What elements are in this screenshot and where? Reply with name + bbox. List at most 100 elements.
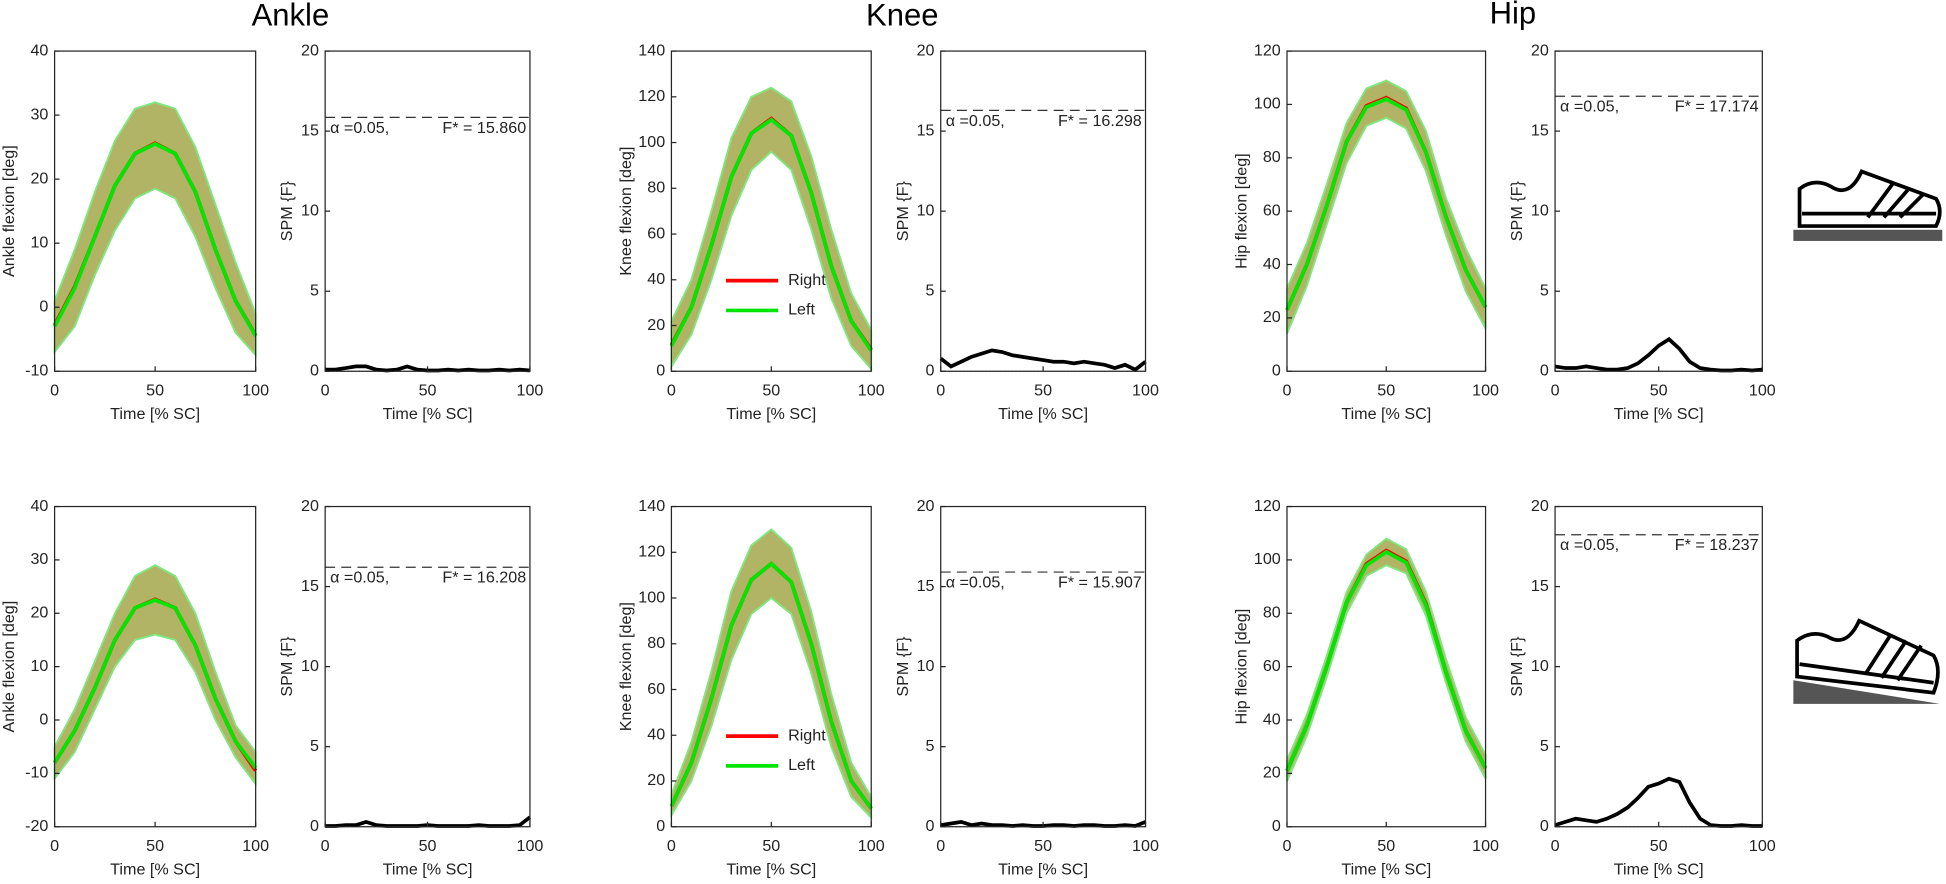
threshold-label: F* = 15.907 [1058, 573, 1142, 591]
y-tick-label: 80 [1263, 604, 1281, 622]
x-tick-label: 50 [762, 837, 780, 855]
y-tick-label: 10 [301, 201, 319, 219]
x-tick-label: 50 [1034, 381, 1052, 399]
y-tick-label: 100 [1254, 95, 1281, 113]
y-tick-label: -10 [25, 764, 48, 782]
y-tick-label: 20 [30, 169, 48, 187]
x-axis-label: Time [% SC] [998, 405, 1088, 423]
y-tick-label: 0 [656, 362, 665, 380]
band [1286, 79, 1487, 335]
threshold-label: F* = 16.208 [442, 569, 526, 587]
legend-label: Right [788, 726, 826, 744]
x-tick-label: 0 [50, 381, 59, 399]
y-tick-label: 60 [1263, 657, 1281, 675]
axes-box [940, 50, 1147, 372]
spm-line [1554, 776, 1763, 828]
threshold-label: F* = 15.860 [442, 119, 526, 137]
y-tick-label: 100 [638, 588, 665, 606]
x-axis-label: Time [% SC] [110, 860, 200, 878]
series-line [669, 117, 873, 352]
y-tick-label: 120 [1254, 41, 1281, 59]
x-tick-label: 50 [1650, 837, 1668, 855]
y-axis-label: Hip flexion [deg] [1233, 609, 1251, 725]
y-tick-label: 40 [647, 726, 665, 744]
y-tick-label: 5 [926, 737, 935, 755]
axes-box [53, 505, 257, 828]
y-axis-label: Knee flexion [deg] [617, 602, 635, 731]
y-tick-label: 0 [39, 297, 48, 315]
y-tick-label: 20 [1531, 497, 1549, 515]
x-tick-label: 100 [516, 381, 543, 399]
x-tick-label: 0 [321, 381, 330, 399]
x-tick-label: 100 [242, 381, 269, 399]
series-line [669, 561, 873, 810]
alpha-label: α =0.05, [330, 119, 389, 137]
column-title: Ankle [252, 0, 330, 33]
x-tick-label: 50 [1034, 837, 1052, 855]
y-tick-label: 5 [926, 281, 935, 299]
series-line [1285, 95, 1488, 311]
column-title: Hip [1490, 0, 1537, 30]
y-tick-label: 40 [30, 41, 48, 59]
x-tick-label: 0 [1283, 381, 1292, 399]
y-tick-label: 10 [1531, 201, 1549, 219]
axes-box [324, 50, 531, 372]
x-tick-label: 100 [1749, 381, 1776, 399]
axes-box [1554, 505, 1763, 828]
x-axis-label: Time [% SC] [1341, 405, 1431, 423]
y-tick-label: 5 [1540, 737, 1549, 755]
y-tick-label: 10 [917, 201, 935, 219]
y-tick-label: 60 [1263, 201, 1281, 219]
y-axis-label: SPM {F} [278, 636, 296, 697]
spm-line [939, 348, 1147, 372]
x-tick-label: 50 [146, 381, 164, 399]
x-axis-label: Time [% SC] [998, 860, 1088, 878]
band [1286, 537, 1487, 782]
y-tick-label: 120 [638, 543, 665, 561]
y-tick-label: 80 [647, 179, 665, 197]
y-tick-label: 5 [1540, 281, 1549, 299]
y-tick-label: 0 [1540, 817, 1549, 835]
y-tick-label: 80 [647, 634, 665, 652]
y-tick-label: 5 [310, 737, 319, 755]
alpha-label: α =0.05, [946, 573, 1005, 591]
threshold-label: F* = 17.174 [1675, 98, 1759, 116]
y-axis-label: SPM {F} [1508, 636, 1526, 697]
series-line [52, 141, 258, 337]
y-tick-label: 0 [656, 817, 665, 835]
x-tick-label: 50 [146, 837, 164, 855]
y-tick-label: 120 [638, 87, 665, 105]
y-tick-label: 80 [1263, 148, 1281, 166]
x-axis-label: Time [% SC] [383, 405, 473, 423]
x-tick-label: 100 [1132, 837, 1159, 855]
x-tick-label: 50 [1377, 381, 1395, 399]
y-axis-label: SPM {F} [1508, 181, 1526, 242]
y-tick-label: 0 [926, 817, 935, 835]
y-tick-label: 15 [917, 577, 935, 595]
y-tick-label: 140 [638, 41, 665, 59]
y-tick-label: 10 [1531, 657, 1549, 675]
y-tick-label: 20 [647, 316, 665, 334]
x-tick-label: 50 [1650, 381, 1668, 399]
y-axis-label: Hip flexion [deg] [1233, 153, 1251, 269]
y-tick-label: 0 [1272, 362, 1281, 380]
series-line [1285, 97, 1488, 311]
series-line [1285, 548, 1488, 772]
y-axis-label: SPM {F} [894, 181, 912, 242]
x-tick-label: 0 [1551, 837, 1560, 855]
y-tick-label: 0 [926, 362, 935, 380]
y-tick-label: 40 [30, 497, 48, 515]
threshold-label: F* = 16.298 [1058, 112, 1142, 130]
column-title: Knee [866, 0, 938, 33]
legend-label: Left [788, 301, 815, 319]
series-line [1285, 549, 1488, 772]
y-tick-label: 100 [1254, 550, 1281, 568]
x-axis-label: Time [% SC] [110, 405, 200, 423]
y-tick-label: 40 [647, 270, 665, 288]
y-tick-label: 140 [638, 497, 665, 515]
y-tick-label: -10 [25, 362, 48, 380]
x-tick-label: 100 [1472, 837, 1499, 855]
y-tick-label: 15 [1531, 121, 1549, 139]
y-tick-label: 15 [301, 577, 319, 595]
